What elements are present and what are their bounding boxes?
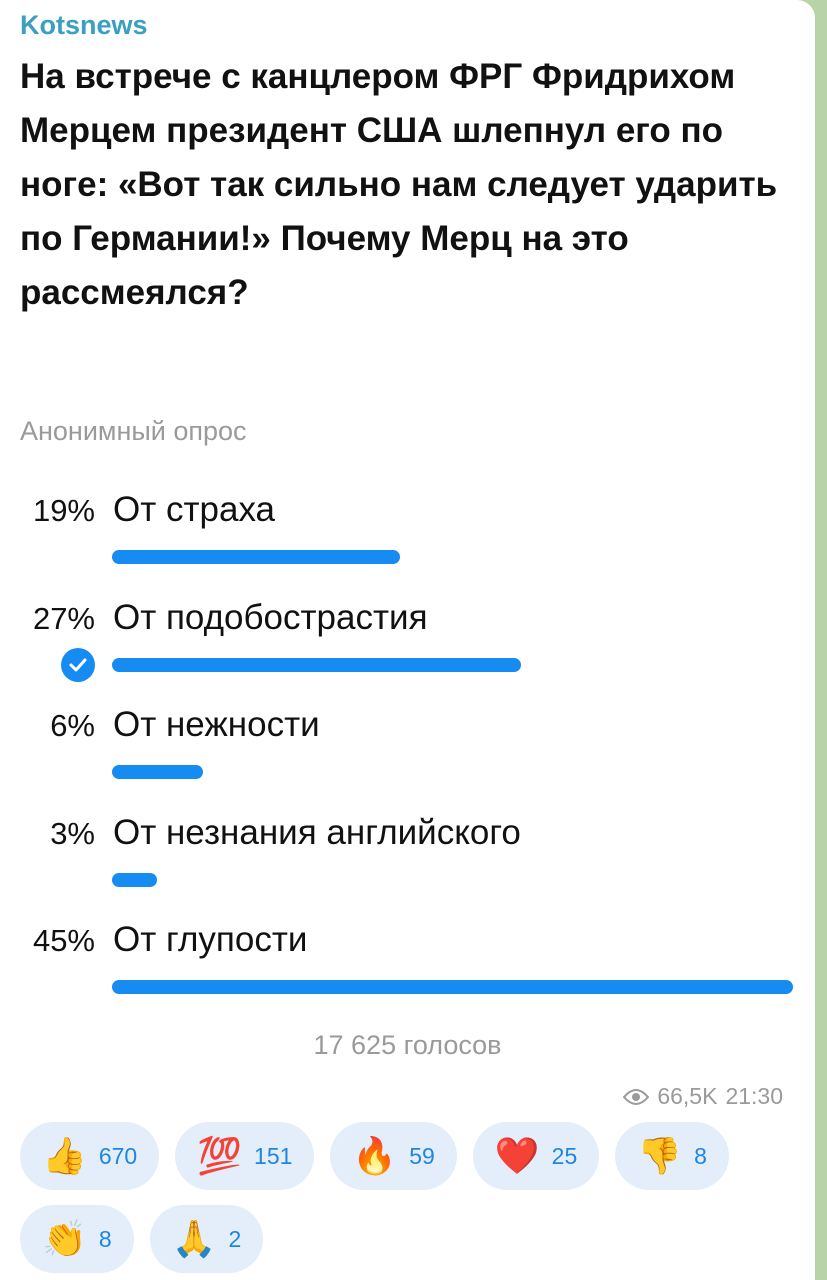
option-percent: 45% xyxy=(32,923,95,958)
reaction[interactable]: 👍 670 xyxy=(20,1122,160,1190)
poll-question: На встрече с канцлером ФРГ Фридрихом Мер… xyxy=(20,57,778,312)
channel-name[interactable]: Kotsnews xyxy=(20,10,148,40)
reaction[interactable]: 🙏 2 xyxy=(149,1205,264,1273)
option-text[interactable]: От страха xyxy=(113,490,276,529)
reaction-count: 8 xyxy=(694,1142,707,1169)
reaction[interactable]: ❤️ 25 xyxy=(472,1122,600,1190)
time: 21:30 xyxy=(725,1083,783,1109)
reaction[interactable]: 💯 151 xyxy=(175,1122,315,1190)
reaction-emoji: 👎 xyxy=(637,1135,683,1176)
reaction-count: 8 xyxy=(98,1225,112,1252)
option-percent: 19% xyxy=(32,493,95,528)
views: 66,5K xyxy=(657,1083,718,1109)
reaction-emoji: 🙏 xyxy=(171,1218,217,1259)
reaction-emoji: 💯 xyxy=(197,1135,243,1176)
option-bar xyxy=(112,872,158,887)
reaction-emoji: 👏 xyxy=(42,1218,87,1259)
message-meta: 66,5K 21:30 xyxy=(623,1083,783,1110)
option-text[interactable]: От глупости xyxy=(113,920,308,959)
reactions: 👍 670 💯 151 🔥 59 ❤️ 25 👎 8 👏 8 🙏 2 xyxy=(20,1122,790,1273)
reaction[interactable]: 👎 8 xyxy=(615,1122,729,1190)
reaction-count: 2 xyxy=(228,1225,242,1252)
reaction-emoji: 🔥 xyxy=(352,1135,398,1176)
option-percent: 3% xyxy=(50,815,95,851)
poll-type: Анонимный опрос xyxy=(20,416,247,446)
option-percent: 6% xyxy=(50,708,95,743)
views-icon xyxy=(623,1088,650,1105)
reaction-emoji: ❤️ xyxy=(494,1135,540,1176)
option-text[interactable]: От незнания английского xyxy=(113,812,521,852)
check-icon xyxy=(69,658,87,671)
option-percent: 27% xyxy=(32,600,95,636)
option-text[interactable]: От нежности xyxy=(113,705,320,744)
option-bar xyxy=(112,550,400,564)
reaction-count: 59 xyxy=(409,1142,435,1169)
option-bar xyxy=(112,980,793,994)
option-bar xyxy=(112,657,521,672)
option-bar xyxy=(112,765,203,779)
reaction-emoji: 👍 xyxy=(42,1135,87,1176)
vote-count[interactable]: 17 625 голосов xyxy=(313,1030,502,1060)
reaction-count: 151 xyxy=(254,1142,293,1169)
reaction-count: 670 xyxy=(98,1142,138,1169)
reaction[interactable]: 🔥 59 xyxy=(330,1122,457,1190)
reaction[interactable]: 👏 8 xyxy=(20,1205,134,1273)
voted-check xyxy=(61,647,95,682)
option-text[interactable]: От подобострастия xyxy=(113,597,428,637)
reaction-count: 25 xyxy=(551,1142,578,1169)
